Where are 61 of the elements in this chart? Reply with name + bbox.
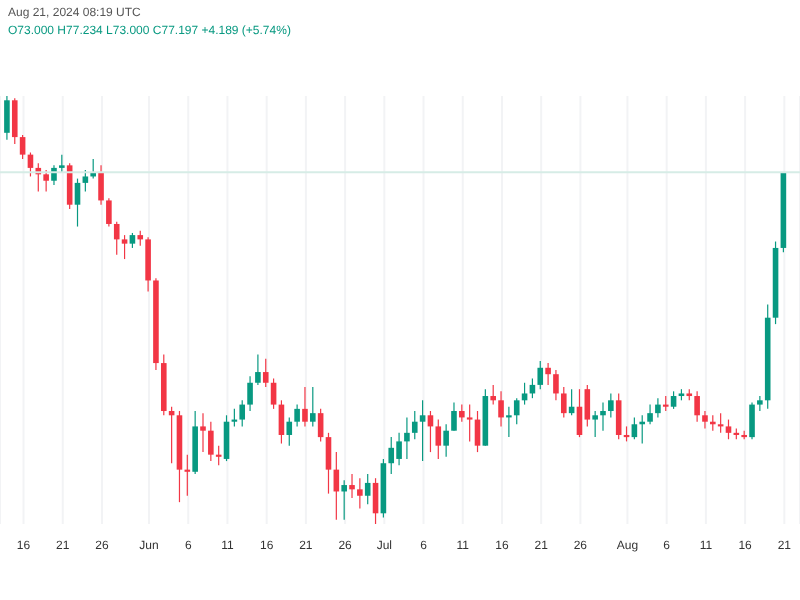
candlestick — [498, 390, 504, 428]
candlestick — [325, 432, 332, 495]
candlestick — [43, 169, 49, 193]
candlestick — [200, 412, 206, 453]
candlestick — [411, 410, 418, 440]
candlestick — [655, 397, 661, 419]
candlestick — [725, 418, 732, 440]
candlestick — [749, 401, 755, 440]
candlestick — [270, 377, 277, 410]
candlestick — [247, 375, 253, 412]
candlestick — [592, 410, 598, 438]
candlestick — [537, 360, 544, 390]
candlestick — [294, 403, 300, 428]
candlestick — [106, 197, 112, 228]
candlestick — [19, 134, 26, 160]
candlestick — [451, 401, 457, 432]
candlestick — [506, 406, 512, 438]
candlestick — [490, 384, 496, 406]
candlestick — [82, 169, 89, 193]
candlestick — [239, 399, 246, 428]
candlestick — [255, 353, 261, 386]
candlestick — [388, 436, 395, 475]
candlestick — [11, 97, 18, 145]
candlestick — [545, 362, 551, 386]
candlestick — [694, 390, 700, 423]
candlestick — [145, 236, 151, 293]
candlestick — [113, 221, 120, 256]
candlestick — [98, 164, 104, 206]
candlestick — [521, 382, 528, 406]
candlestick — [192, 410, 198, 475]
candlestick — [513, 397, 520, 425]
candlestick — [600, 401, 606, 432]
candlestick — [560, 386, 567, 419]
candlestick — [631, 416, 638, 440]
candlestick — [74, 178, 81, 228]
candlestick — [4, 96, 10, 141]
candlestick — [419, 399, 426, 462]
candlestick — [310, 386, 316, 428]
candlestick — [615, 392, 622, 440]
candlestick — [702, 410, 708, 430]
candlestick — [341, 479, 347, 521]
candlestick — [608, 392, 614, 419]
candlestick — [757, 395, 763, 412]
candlestick — [317, 408, 324, 442]
candlestick — [160, 353, 167, 416]
candlestick — [553, 369, 559, 401]
candlestick — [404, 416, 410, 460]
candlestick — [364, 473, 371, 505]
candlestick — [584, 384, 591, 428]
candlestick — [349, 473, 355, 499]
candlestick — [435, 418, 442, 460]
candlestick — [647, 403, 653, 425]
candlestick — [396, 432, 402, 466]
candlestick — [286, 416, 293, 447]
candlestick — [466, 403, 473, 442]
candlestick — [208, 421, 214, 462]
candlestick — [357, 477, 363, 510]
candlestick — [302, 386, 308, 428]
candlestick — [262, 358, 269, 388]
candlestick — [121, 234, 128, 260]
candlestick — [443, 423, 449, 458]
